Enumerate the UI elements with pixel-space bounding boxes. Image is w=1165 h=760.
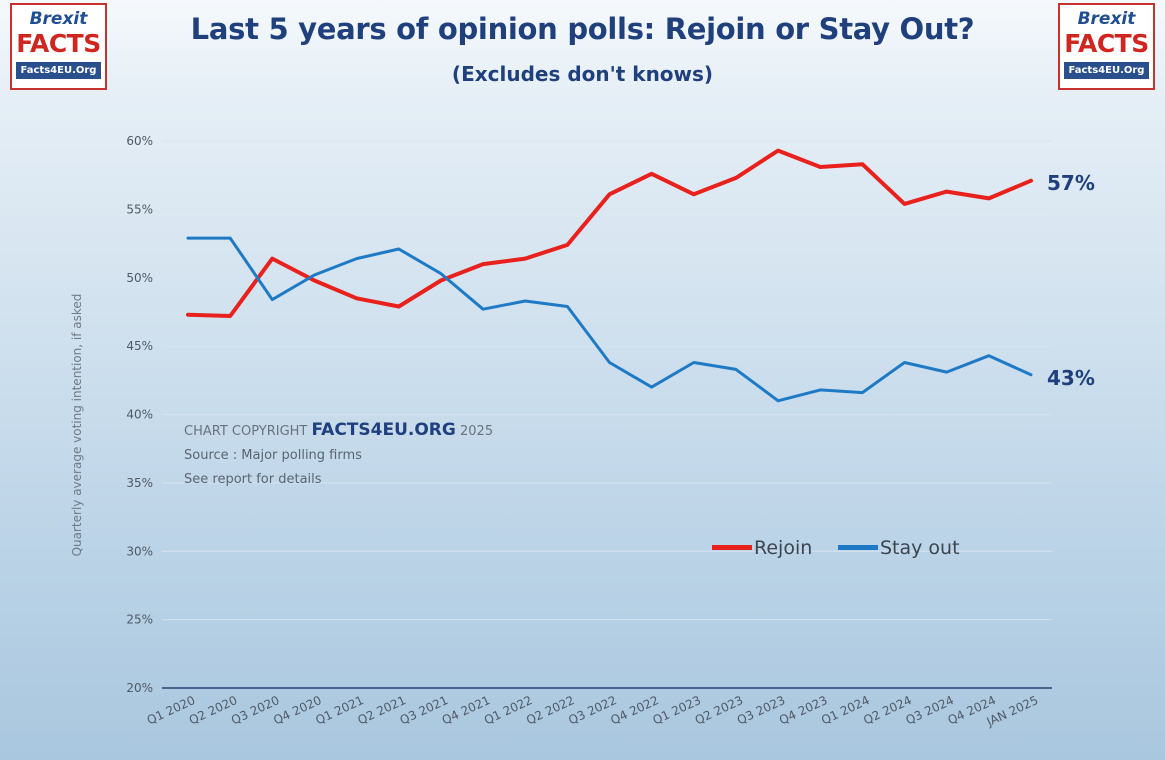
- logo-brexit-text: Brexit: [1077, 9, 1136, 29]
- legend-swatch-stay-out: [838, 544, 878, 550]
- logo-facts-text: FACTS: [1064, 29, 1149, 58]
- end-label-rejoin: 57%: [1047, 171, 1095, 195]
- y-tick-label: 25%: [126, 613, 153, 627]
- logo-site-text: Facts4EU.Org: [1063, 62, 1150, 79]
- y-tick-label: 55%: [126, 202, 153, 216]
- y-axis-label: Quarterly average voting intention, if a…: [70, 294, 84, 557]
- y-tick-label: 20%: [126, 681, 153, 695]
- chart-subtitle: (Excludes don't knows): [451, 62, 714, 86]
- copyright-source: Source : Major polling firms: [184, 448, 362, 463]
- logo-site-text: Facts4EU.Org: [15, 62, 102, 79]
- legend-swatch-rejoin: [712, 544, 752, 550]
- y-axis-ticks: 20% 25% 30% 35% 40% 45% 50% 55% 60%: [126, 134, 153, 695]
- copyright-block: CHART COPYRIGHT FACTS4EU.ORG 2025 Source…: [184, 418, 493, 492]
- end-label-stay-out: 43%: [1047, 366, 1095, 390]
- series-lines: [186, 148, 1033, 403]
- y-tick-label: 40%: [126, 408, 153, 422]
- y-tick-label: 35%: [126, 476, 153, 490]
- y-tick-label: 60%: [126, 134, 153, 148]
- legend-item-stay-out: Stay out: [838, 537, 960, 559]
- logo-brexit-text: Brexit: [29, 9, 88, 29]
- series-line-rejoin: [186, 148, 1033, 318]
- series-line-stay-out: [186, 236, 1033, 403]
- copyright-prefix: CHART COPYRIGHT: [184, 424, 308, 439]
- y-tick-label: 30%: [126, 544, 153, 558]
- copyright-year: 2025: [460, 424, 494, 439]
- legend-label-rejoin: Rejoin: [754, 537, 813, 559]
- brexit-facts-logo-right: Brexit FACTS Facts4EU.Org: [1058, 3, 1155, 90]
- logo-facts-text: FACTS: [16, 29, 101, 58]
- y-tick-label: 45%: [126, 339, 153, 353]
- legend-label-stay-out: Stay out: [880, 537, 960, 559]
- brexit-facts-logo-left: Brexit FACTS Facts4EU.Org: [10, 3, 107, 90]
- y-tick-label: 50%: [126, 271, 153, 285]
- copyright-site: FACTS4EU.ORG: [311, 420, 456, 440]
- gridlines: [162, 140, 1052, 689]
- copyright-note: See report for details: [184, 472, 322, 487]
- legend-item-rejoin: Rejoin: [712, 537, 812, 559]
- chart-title: Last 5 years of opinion polls: Rejoin or…: [190, 12, 975, 46]
- copyright-line: CHART COPYRIGHT FACTS4EU.ORG 2025: [184, 418, 493, 444]
